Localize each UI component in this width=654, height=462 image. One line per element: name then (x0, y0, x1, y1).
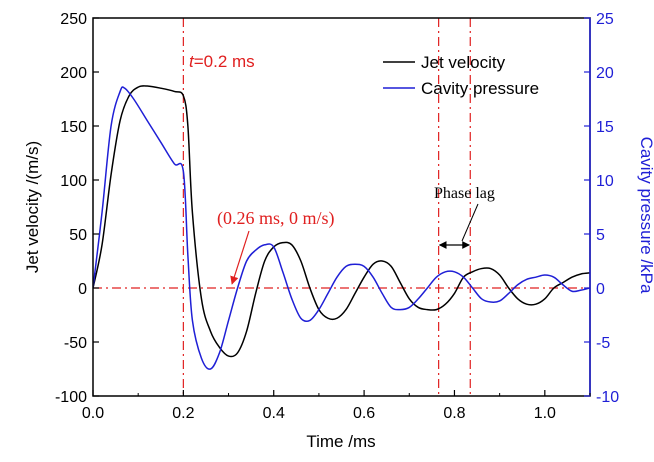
y-axis-right-label: Cavity pressure /kPa (637, 137, 654, 294)
y-left-tick-label: 150 (60, 119, 87, 136)
y-left-tick-label: 100 (60, 173, 87, 190)
y-right-tick-label: 20 (596, 65, 614, 82)
y-right-tick-label: -10 (596, 389, 619, 406)
annotation-point-label: (0.26 ms, 0 m/s) (217, 208, 335, 229)
y-left-tick-label: 50 (69, 227, 87, 244)
annotation-t-value: =0.2 ms (194, 52, 255, 71)
y-left-tick-label: 200 (60, 65, 87, 82)
y-right-tick-label: 25 (596, 11, 614, 28)
x-tick-label: 0.6 (353, 405, 375, 422)
y-left-tick-label: 0 (78, 281, 87, 298)
annotation-phase-lag-label: Phase lag (434, 185, 495, 202)
y-axis-right: -10 -5 0 5 10 15 20 25 (584, 11, 619, 406)
series-line-cavity-pressure (93, 86, 590, 370)
x-tick-label: 0.2 (172, 405, 194, 422)
y-right-tick-label: 0 (596, 281, 605, 298)
annotation-point-arrow (230, 230, 250, 285)
y-axis-left-label: Jet velocity /(m/s) (23, 141, 42, 273)
y-right-tick-label: 10 (596, 173, 614, 190)
x-axis: 0.0 0.2 0.4 0.6 0.8 1.0 (82, 390, 591, 422)
x-tick-label: 0.4 (263, 405, 285, 422)
annotation-phase-lag-leader (461, 203, 479, 242)
y-left-tick-label: 250 (60, 11, 87, 28)
plot-frame (92, 17, 591, 397)
y-axis-left: -100 -50 0 50 100 150 200 250 (55, 11, 99, 406)
legend-label-cavity-pressure: Cavity pressure (421, 79, 539, 98)
x-tick-label: 0.0 (82, 405, 104, 422)
series-line-jet-velocity (93, 85, 590, 358)
x-tick-label: 0.8 (443, 405, 465, 422)
series-layer (93, 85, 590, 370)
legend-label-jet-velocity: Jet velocity (421, 53, 506, 72)
x-tick-label: 1.0 (534, 405, 556, 422)
annotation-t-marker: t=0.2 ms (189, 52, 255, 71)
reference-lines (93, 18, 590, 396)
y-right-tick-label: 15 (596, 119, 614, 136)
y-right-tick-label: -5 (596, 335, 610, 352)
annotation-t-italic: t (189, 52, 195, 71)
y-right-tick-label: 5 (596, 227, 605, 244)
y-left-tick-label: -50 (64, 335, 87, 352)
x-axis-label: Time /ms (306, 432, 375, 451)
legend: Jet velocity Cavity pressure (383, 53, 539, 98)
y-left-tick-label: -100 (55, 389, 87, 406)
